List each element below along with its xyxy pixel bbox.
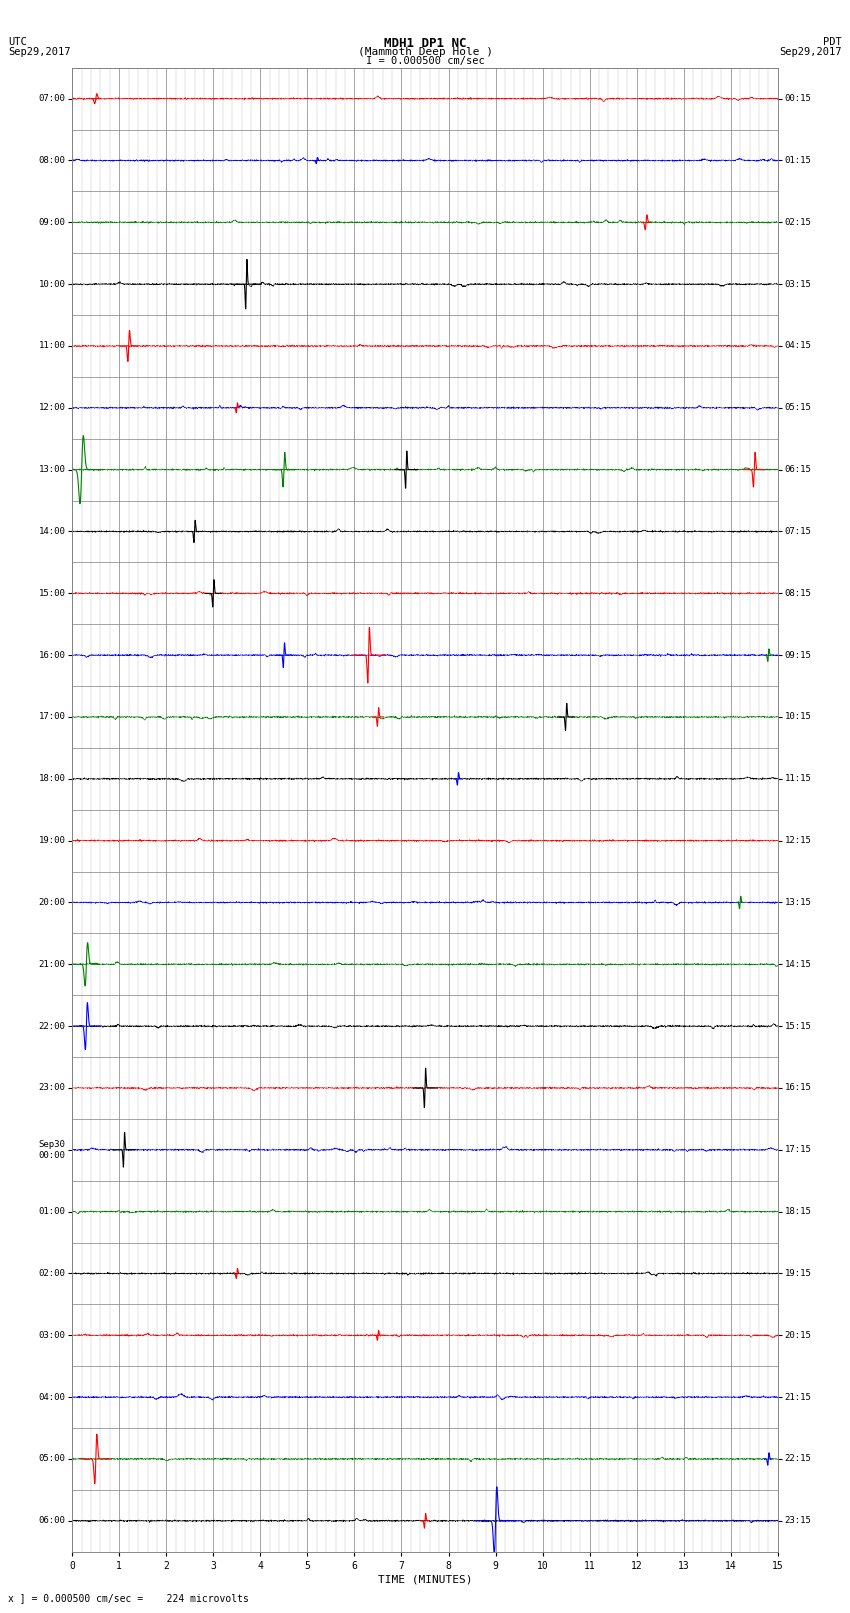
Text: I = 0.000500 cm/sec: I = 0.000500 cm/sec xyxy=(366,56,484,66)
Text: Sep29,2017: Sep29,2017 xyxy=(8,47,71,56)
X-axis label: TIME (MINUTES): TIME (MINUTES) xyxy=(377,1574,473,1586)
Text: UTC: UTC xyxy=(8,37,27,47)
Text: (Mammoth Deep Hole ): (Mammoth Deep Hole ) xyxy=(358,47,492,56)
Text: Sep29,2017: Sep29,2017 xyxy=(779,47,842,56)
Text: PDT: PDT xyxy=(823,37,842,47)
Text: x ] = 0.000500 cm/sec =    224 microvolts: x ] = 0.000500 cm/sec = 224 microvolts xyxy=(8,1594,249,1603)
Text: MDH1 DP1 NC: MDH1 DP1 NC xyxy=(383,37,467,50)
